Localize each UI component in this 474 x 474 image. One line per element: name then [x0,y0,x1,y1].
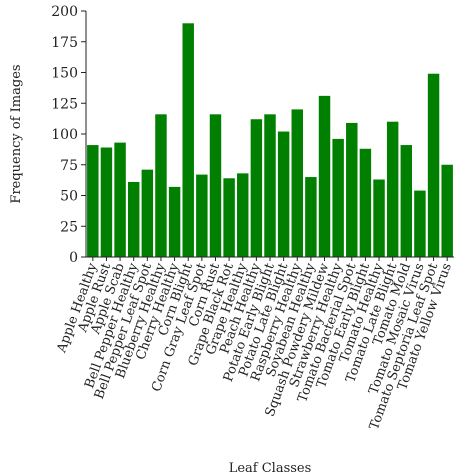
bar [305,177,317,257]
bar [264,114,276,257]
bar [100,147,113,257]
y-axis-label: Frequency of Images [9,64,24,203]
bar [373,179,385,257]
bar [332,138,344,257]
bar [182,23,194,257]
bar [400,145,413,257]
bar [196,174,208,257]
bar [209,114,222,257]
bar [414,190,426,257]
bar [141,169,154,257]
bar [237,173,249,257]
y-tick-label: 200 [51,4,78,20]
bar [359,148,372,257]
bar [155,114,167,257]
y-tick-label: 50 [60,189,78,205]
bar [291,109,303,258]
y-tick-label: 100 [51,127,78,143]
bar [250,119,263,258]
x-axis-label: Leaf Classes [229,461,312,474]
y-tick-label: 25 [60,219,78,235]
y-tick-label: 0 [69,250,78,266]
bar [168,186,181,257]
y-tick-label: 125 [51,96,78,112]
bar [386,121,399,257]
bar [441,164,453,257]
y-tick-label: 150 [51,66,78,82]
y-tick-label: 75 [60,158,78,174]
bar [114,142,126,257]
bar [277,131,290,257]
y-tick-label: 175 [51,35,78,51]
bar [346,122,358,258]
bar [318,95,331,258]
bar [427,73,440,257]
bar [87,145,99,257]
bar [223,178,235,257]
bar [127,181,140,257]
